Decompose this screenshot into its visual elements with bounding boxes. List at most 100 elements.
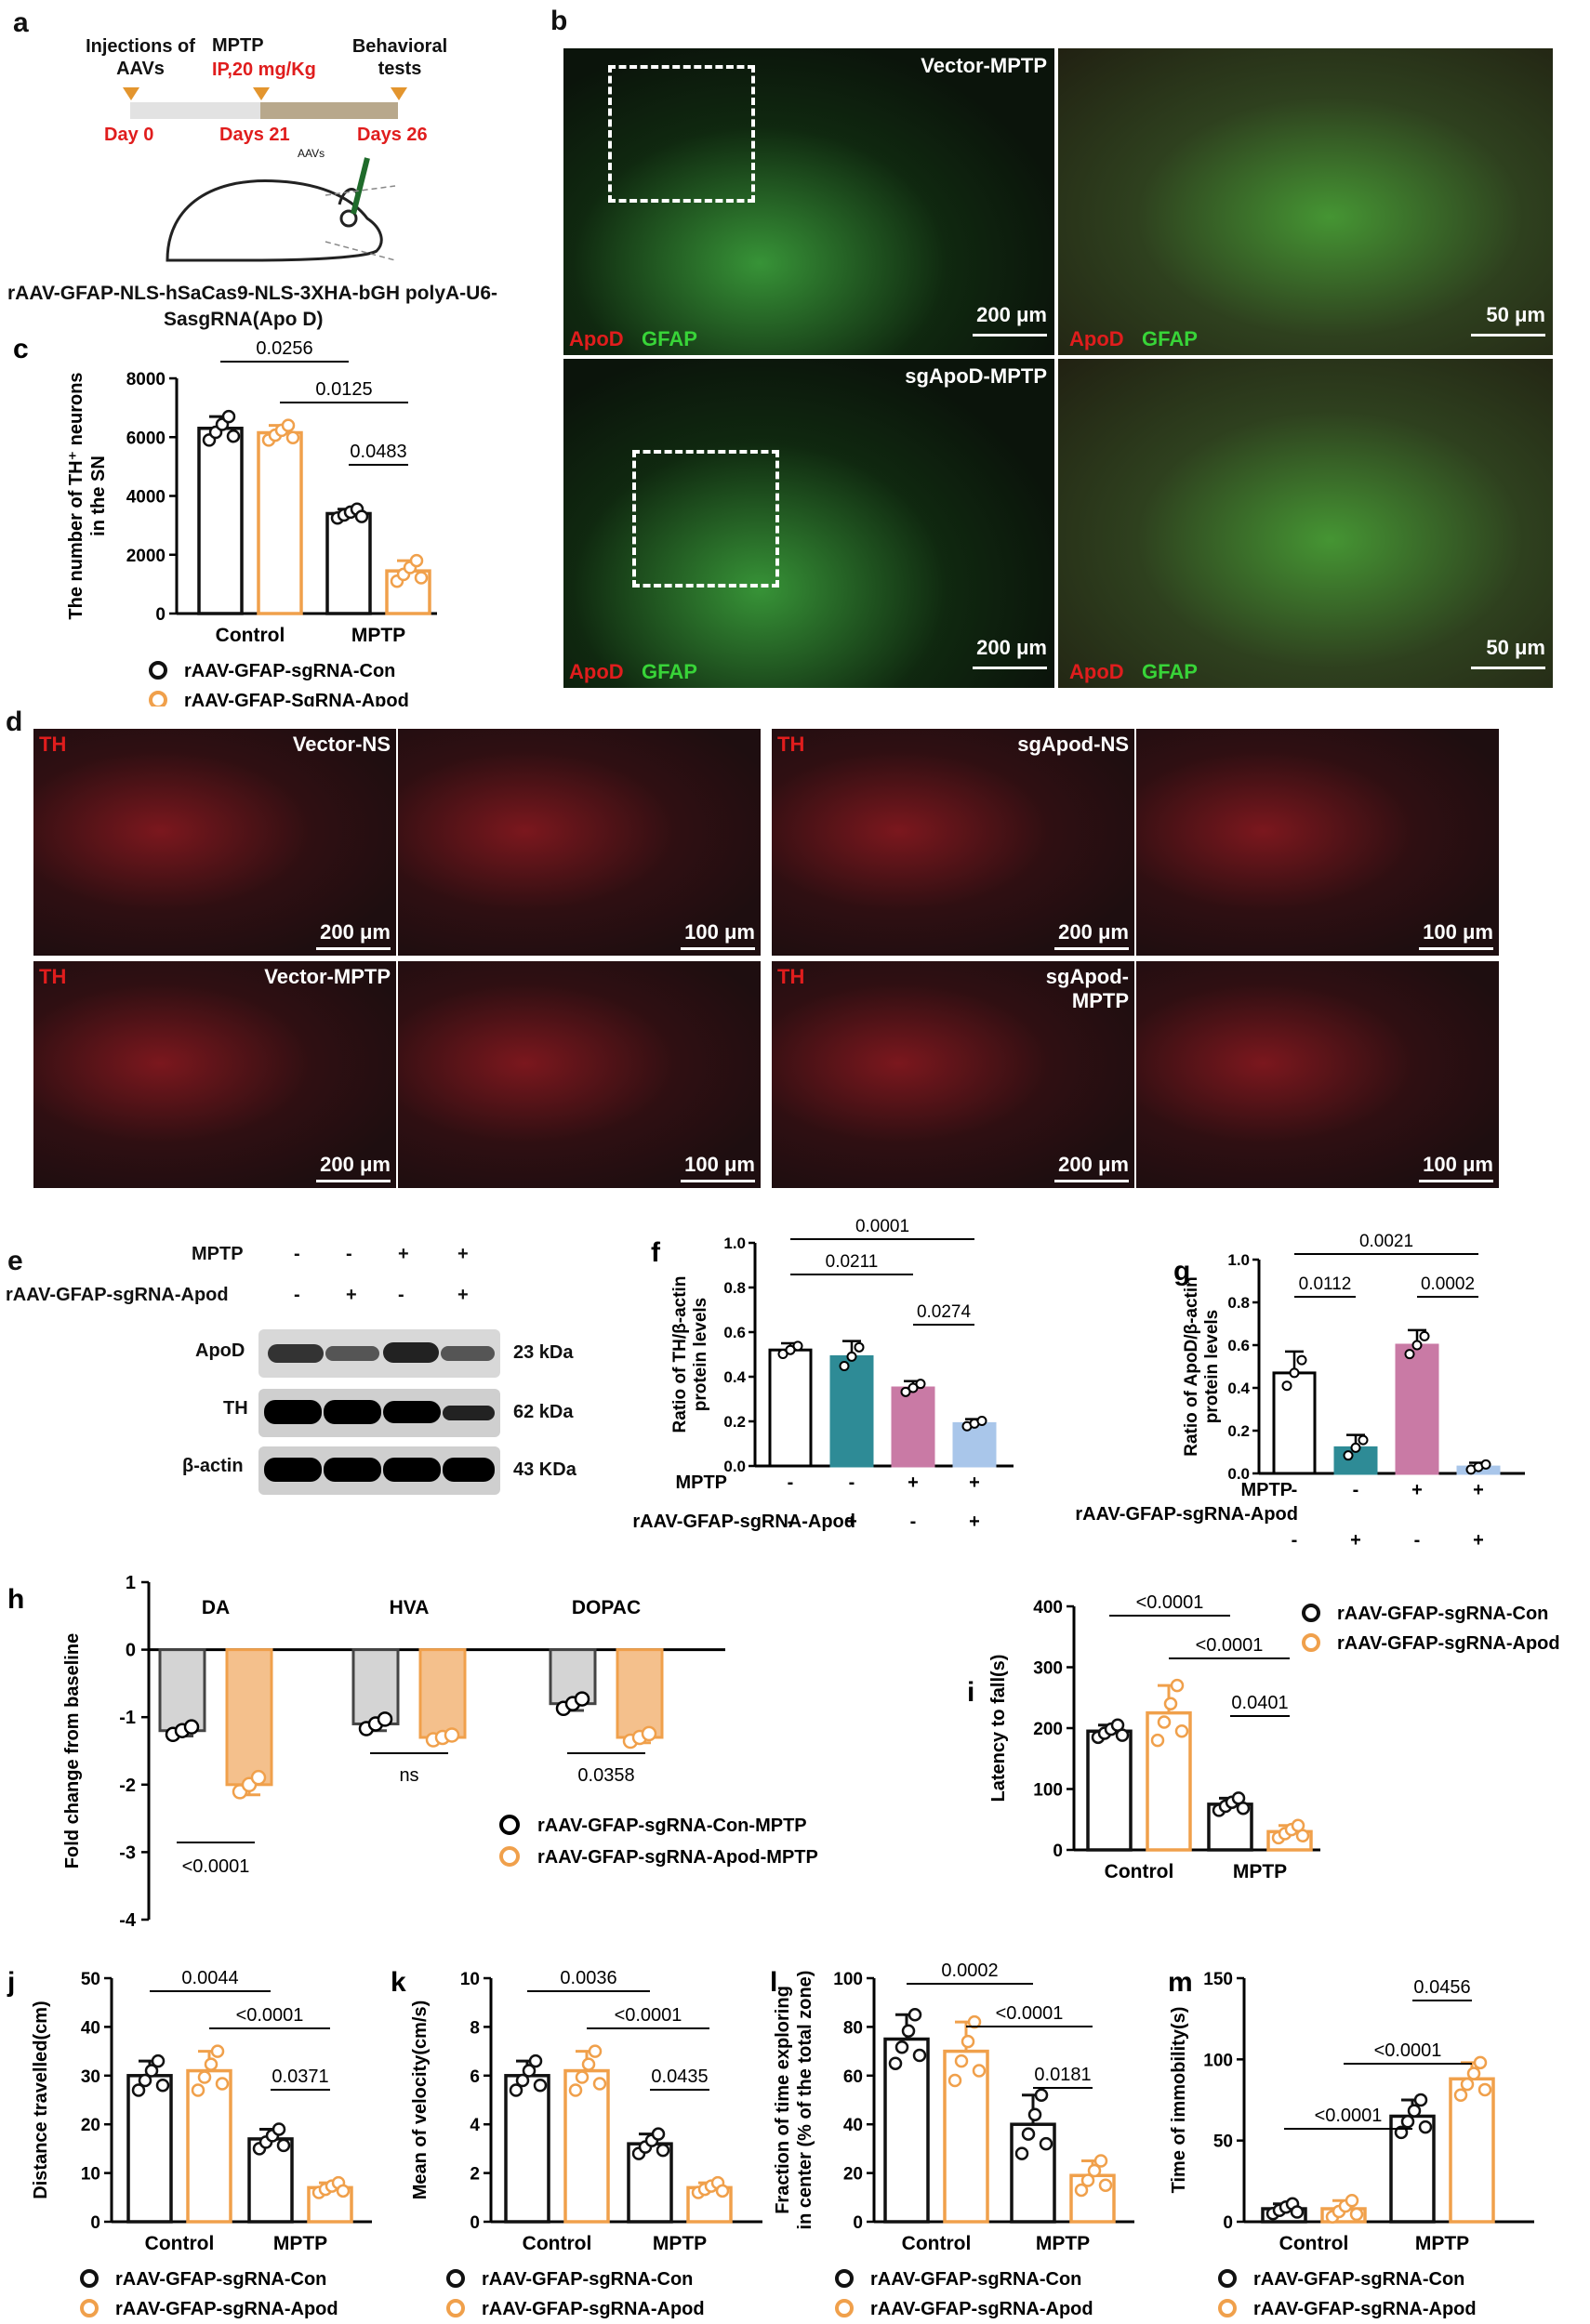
data-point xyxy=(568,2083,583,2097)
data-point xyxy=(1115,1728,1130,1742)
y-tick-label: 20 xyxy=(81,2116,100,2135)
micrograph-b-vector-high: 50 μm ApoD GFAP xyxy=(1058,48,1553,355)
sign-row1: + xyxy=(969,1472,980,1493)
x-tick-label: Control xyxy=(523,2233,592,2254)
data-point xyxy=(1170,1678,1185,1693)
data-point xyxy=(900,1386,911,1397)
p-value-label: 0.0435 xyxy=(651,2067,708,2087)
p-value-label: 0.0125 xyxy=(315,379,372,400)
data-point xyxy=(285,430,300,445)
micrograph-title: Vector-NS xyxy=(292,733,391,756)
y-tick-label: 40 xyxy=(843,2116,863,2135)
y-tick-label: 400 xyxy=(1033,1598,1063,1618)
data-point xyxy=(954,2053,969,2068)
bar xyxy=(883,2037,930,2224)
data-point xyxy=(336,2184,351,2199)
wb-sgrna-sign: + xyxy=(346,1285,357,1305)
y-axis-label: in center (% of the total zone) xyxy=(795,1971,815,2230)
y-tick-label: 100 xyxy=(1033,1781,1063,1801)
sign-row1: - xyxy=(1292,1480,1298,1500)
data-point xyxy=(641,1725,657,1742)
micrograph-d-sgapod-mptp-low: TH sgApod- MPTP 200 μm xyxy=(772,961,1134,1188)
data-point xyxy=(901,2024,916,2039)
data-point xyxy=(1413,2093,1428,2107)
micrograph-d-sgapod-mptp-high: 100 μm xyxy=(1136,961,1499,1188)
aav-label: AAVs xyxy=(298,147,325,160)
legend-label: rAAV-GFAP-sgRNA-Con xyxy=(1337,1604,1548,1624)
micrograph-title: sgApod-NS xyxy=(1017,733,1129,756)
legend-marker xyxy=(80,2299,99,2317)
y-axis-label: Ratio of ApoD/β-actin xyxy=(1182,1276,1201,1457)
category-label: DA xyxy=(202,1597,230,1618)
chart-g-apod-ratio: g 0.0 0.2 0.4 0.6 0.8 1.0 Ratio of ApoD/β-actin… xyxy=(1075,1232,1525,1548)
y-tick-label: 150 xyxy=(1203,1970,1233,1989)
bar xyxy=(158,1648,206,1733)
legend-label: rAAV-GFAP-sgRNA-Apod xyxy=(1253,2299,1477,2319)
panel-label-b: b xyxy=(550,6,568,36)
y-tick-label: 20 xyxy=(843,2165,863,2185)
data-point xyxy=(1473,2055,1488,2070)
legend-marker xyxy=(149,691,167,706)
x-tick-label: Control xyxy=(902,2233,972,2254)
bar xyxy=(891,1386,935,1468)
data-point xyxy=(1350,1442,1361,1453)
data-point xyxy=(967,2014,982,2029)
scale-bar xyxy=(1419,947,1493,950)
scale-bar xyxy=(1054,947,1129,950)
zoom-box xyxy=(608,65,755,203)
legend-label: rAAV-GFAP-SgRNA-Apod xyxy=(184,691,409,706)
wb-band xyxy=(383,1401,441,1423)
data-point xyxy=(792,1340,803,1352)
y-tick-label: -4 xyxy=(119,1910,137,1931)
y-axis-label: protein levels xyxy=(691,1298,710,1412)
panel-label: c xyxy=(13,334,29,364)
stain-label-green: GFAP xyxy=(1142,660,1198,683)
scale-label: 200 μm xyxy=(320,920,391,944)
chart-l-center-time: l 0 20 40 60 80 100 Fraction of time exploring i… xyxy=(770,1961,1134,2319)
data-point xyxy=(522,2064,537,2078)
scale-label: 200 μm xyxy=(1058,1153,1129,1176)
micrograph-title: sgApoD-MPTP xyxy=(905,364,1047,388)
p-value-label: 0.0021 xyxy=(1359,1232,1413,1251)
y-tick-label: 4000 xyxy=(126,488,166,508)
p-value-label: <0.0001 xyxy=(236,2005,304,2026)
y-tick-label: 60 xyxy=(843,2067,863,2087)
p-value-label: 0.0112 xyxy=(1299,1274,1352,1294)
scale-bar xyxy=(316,947,391,950)
chart-k-velocity: k 0 2 4 6 8 10 Mean of velocity(cm/s) Control MPT… xyxy=(391,1967,762,2319)
x-tick-label: MPTP xyxy=(653,2233,707,2254)
bar xyxy=(1395,1343,1439,1475)
y-tick-label: 8 xyxy=(470,2018,480,2038)
wb-size-apod: 23 kDa xyxy=(513,1342,574,1363)
sign-row1: - xyxy=(788,1472,794,1493)
y-tick-label: 50 xyxy=(1213,2133,1233,2152)
data-point xyxy=(1407,2104,1422,2118)
y-tick-label: 200 xyxy=(1033,1720,1063,1739)
data-point xyxy=(908,2008,922,2022)
wb-mptp-row-label: MPTP xyxy=(192,1244,244,1264)
y-axis-label: Fraction of time exploring xyxy=(773,1986,793,2214)
micrograph-title: Vector-MPTP xyxy=(921,54,1047,77)
scale-label: 200 μm xyxy=(1058,920,1129,944)
micrograph-title-line2: MPTP xyxy=(1071,989,1129,1012)
panel-label: k xyxy=(391,1967,406,1998)
data-point xyxy=(1074,2183,1089,2198)
data-point xyxy=(281,418,296,432)
timeline-marker-21 xyxy=(253,87,270,100)
bar xyxy=(829,1354,874,1468)
y-tick-label: 6000 xyxy=(126,429,166,448)
panel-label-a: a xyxy=(13,7,29,38)
data-point xyxy=(575,2070,590,2084)
legend-marker xyxy=(149,661,167,680)
micrograph-b-sgapod-low: sgApoD-MPTP 200 μm ApoD GFAP xyxy=(563,359,1054,688)
bar xyxy=(563,2068,610,2224)
wb-band xyxy=(324,1458,381,1482)
legend-label: rAAV-GFAP-sgRNA-Con-MPTP xyxy=(537,1816,807,1836)
data-point xyxy=(588,2044,603,2058)
wb-mptp-sign: + xyxy=(457,1244,469,1264)
data-point xyxy=(1093,2154,1108,2168)
wb-band xyxy=(443,1406,495,1420)
p-value-label: 0.0456 xyxy=(1413,1977,1470,1998)
sign-row2-label: rAAV-GFAP-sgRNA-Apod xyxy=(1075,1504,1298,1525)
data-point xyxy=(1400,2115,1415,2129)
